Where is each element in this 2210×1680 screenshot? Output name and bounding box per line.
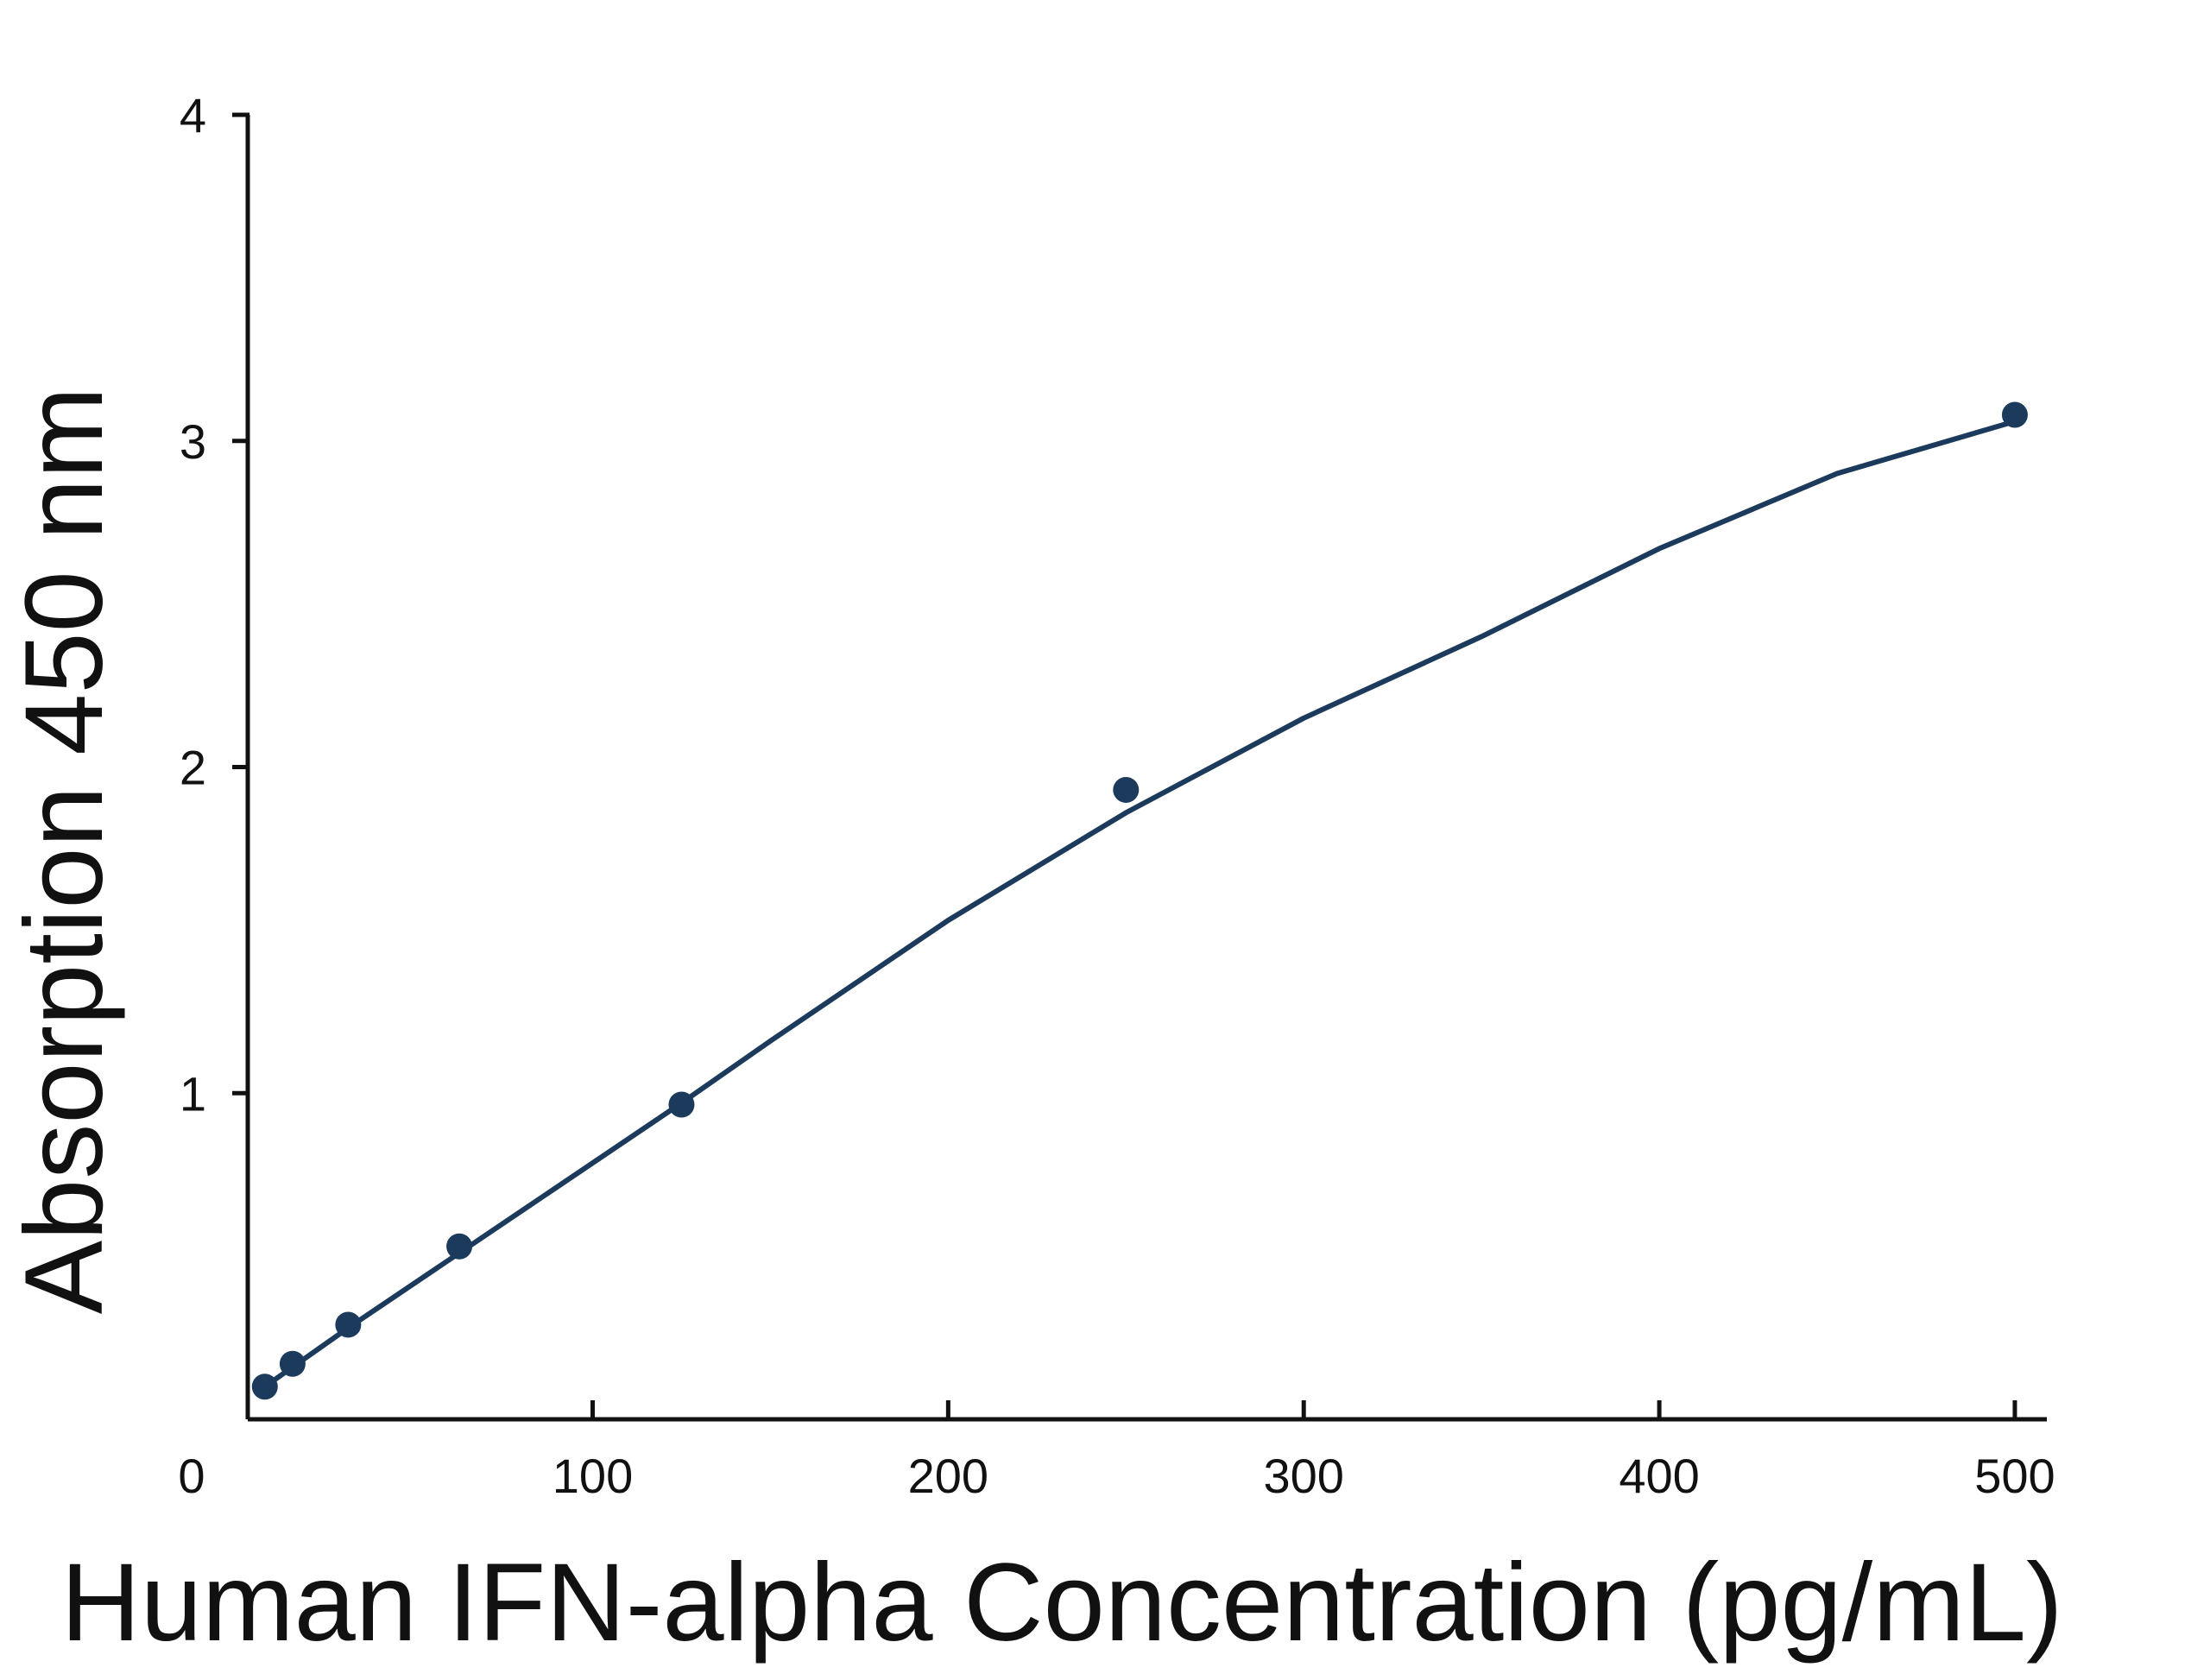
x-tick-label: 500 <box>1974 1449 2055 1503</box>
data-point <box>668 1091 695 1118</box>
y-tick-label: 1 <box>180 1066 206 1121</box>
y-tick-label: 2 <box>180 741 206 795</box>
x-tick-label: 300 <box>1263 1449 1343 1503</box>
x-tick-label: 100 <box>552 1449 633 1503</box>
y-tick-label: 3 <box>180 414 206 469</box>
x-axis-title: Human IFN-alpha Concentration (pg/mL) <box>60 1541 2062 1664</box>
data-point <box>1113 776 1140 803</box>
x-tick-label: 200 <box>908 1449 988 1503</box>
data-point <box>335 1311 362 1338</box>
y-tick-label: 4 <box>180 88 206 142</box>
y-axis-title: Absorption 450 nm <box>3 387 126 1314</box>
data-point <box>251 1374 278 1400</box>
fit-curve <box>263 419 2016 1389</box>
data-point <box>446 1233 473 1260</box>
data-point <box>2001 401 2028 428</box>
data-point <box>279 1350 306 1377</box>
x-tick-label: 400 <box>1619 1449 1699 1503</box>
x-tick-label: 0 <box>178 1449 205 1503</box>
